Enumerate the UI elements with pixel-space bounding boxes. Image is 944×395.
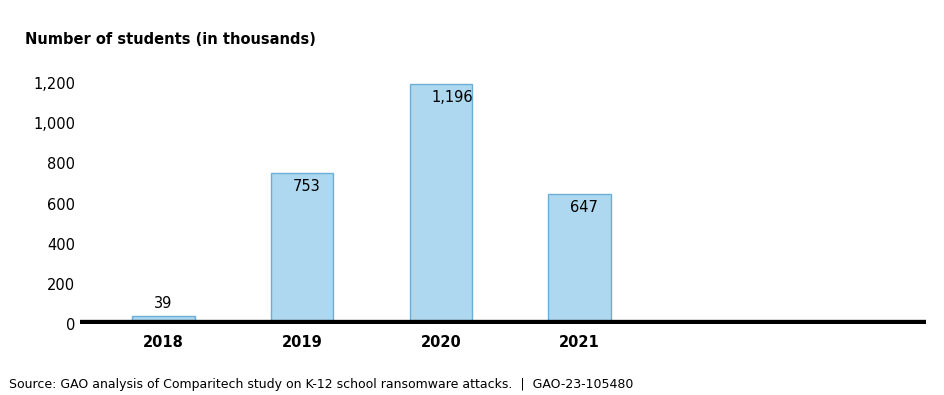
Bar [271, 173, 333, 324]
Bar [132, 316, 194, 324]
Bar [548, 194, 610, 324]
Text: Number of students (in thousands): Number of students (in thousands) [25, 32, 316, 47]
Text: 753: 753 [293, 179, 320, 194]
Bar [409, 84, 471, 324]
Text: Source: GAO analysis of Comparitech study on K-12 school ransomware attacks.  | : Source: GAO analysis of Comparitech stud… [9, 378, 633, 391]
Text: 1,196: 1,196 [431, 90, 473, 105]
Text: 39: 39 [154, 296, 173, 311]
Text: 647: 647 [569, 200, 598, 215]
